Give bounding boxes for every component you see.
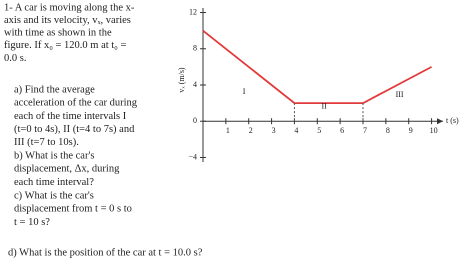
x-axis-label: t (s) <box>446 116 459 125</box>
question-line: acceleration of the car during <box>14 98 138 109</box>
x-axis-arrow <box>437 118 443 125</box>
region-label: I <box>243 87 246 96</box>
question-line: III (t=7 to 10s). <box>14 137 79 148</box>
question-line: a) Find the average <box>14 84 95 95</box>
question-line: each time interval? <box>14 177 94 188</box>
problem-line: 0.0 s. <box>4 53 26 64</box>
region-label: III <box>396 90 404 99</box>
question-line: t = 10 s? <box>14 217 50 228</box>
x-tick-label: 7 <box>363 126 367 135</box>
x-tick-label: 5 <box>317 126 321 135</box>
region-label: II <box>321 102 327 111</box>
question-line: b) What is the car's <box>14 150 94 161</box>
x-tick-label: 9 <box>409 126 413 135</box>
y-tick-label: 8 <box>193 44 197 53</box>
problem-line: axis and its velocity, vₓ, varies <box>4 15 131 26</box>
question-line: (t=0 to 4s), II (t=4 to 7s) and <box>14 124 135 135</box>
x-tick-label: 6 <box>340 126 344 135</box>
x-tick-label: 1 <box>226 126 230 135</box>
y-tick-label: 4 <box>193 80 197 89</box>
problem-line: with time as shown in the <box>4 28 112 39</box>
question-line: displacement from t = 0 s to <box>14 204 132 215</box>
y-tick-label: −4 <box>188 152 197 161</box>
velocity-line <box>202 29 432 105</box>
question-line: displacement, Δx, during <box>14 164 120 175</box>
x-tick-label: 8 <box>386 126 390 135</box>
question-line: each of the time intervals I <box>14 111 127 122</box>
x-tick-label: 4 <box>294 126 298 135</box>
x-tick-label: 3 <box>272 126 276 135</box>
problem-line: 1- A car is moving along the x- <box>4 2 135 13</box>
x-tick-label: 2 <box>249 126 253 135</box>
x-tick-label: 10 <box>430 126 438 135</box>
question-line: d) What is the position of the car at t … <box>8 247 203 258</box>
y-tick-label: 0 <box>193 116 197 125</box>
question-line: c) What is the car's <box>14 190 94 201</box>
problem-line: figure. If x₀ = 120.0 m at t₀ = <box>4 40 126 51</box>
y-axis-label: vₓ (m/s) <box>177 67 186 93</box>
y-tick-label: 12 <box>189 7 197 16</box>
